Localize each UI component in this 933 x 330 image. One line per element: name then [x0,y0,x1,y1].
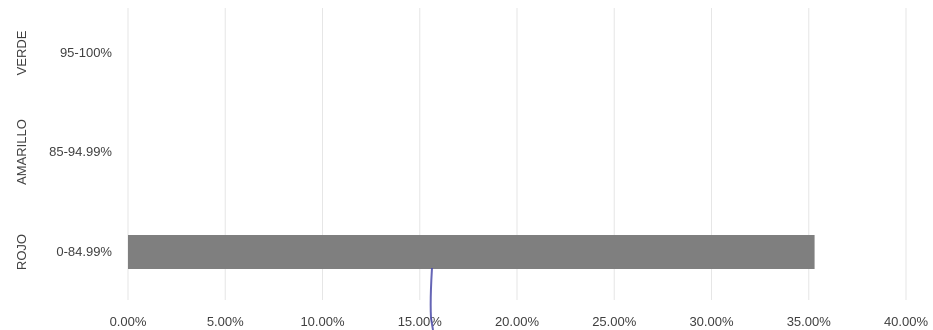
x-tick-label-4: 20.00% [495,314,540,329]
x-axis-tick-labels: 0.00% 5.00% 10.00% 15.00% 20.00% 25.00% 30.00%… [110,314,929,329]
category-label-1: 85-94.99% [49,144,112,159]
x-tick-label-6: 30.00% [689,314,734,329]
bars [128,235,815,269]
pen-mark [429,267,434,330]
x-tick-label-5: 25.00% [592,314,637,329]
group-label-2: VERDE [14,30,29,75]
category-label-2: 95-100% [60,45,112,60]
category-labels: 0-84.99% 85-94.99% 95-100% [49,45,112,259]
group-label-0: ROJO [14,234,29,270]
x-tick-label-8: 40.00% [884,314,929,329]
gridlines [127,8,907,300]
group-labels: ROJO AMARILLO VERDE [14,30,29,270]
category-label-0: 0-84.99% [56,244,112,259]
x-tick-label-2: 10.00% [300,314,345,329]
x-tick-label-0: 0.00% [110,314,147,329]
x-tick-label-3: 15.00% [398,314,443,329]
x-tick-label-7: 35.00% [787,314,832,329]
group-label-1: AMARILLO [14,119,29,185]
bar-0 [128,235,815,269]
x-tick-label-1: 5.00% [207,314,244,329]
